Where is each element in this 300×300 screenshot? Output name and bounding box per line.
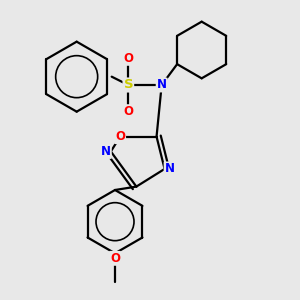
Text: S: S [124,79,133,92]
Text: N: N [101,145,111,158]
Text: O: O [123,52,133,65]
Text: O: O [115,130,125,143]
Text: O: O [123,105,133,118]
Text: N: N [157,79,167,92]
Text: N: N [165,162,175,176]
Text: O: O [110,252,120,265]
